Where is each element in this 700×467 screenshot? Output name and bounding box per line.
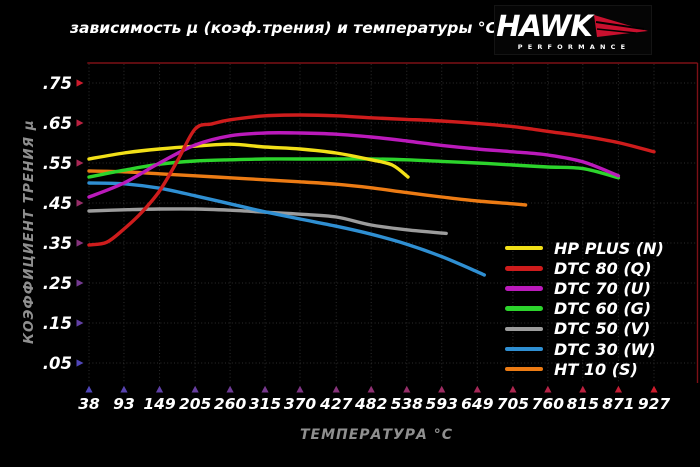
x-tick-label: 427 [319, 395, 353, 413]
x-tick-arrow-icon [226, 385, 234, 393]
y-tick-arrow-icon [76, 159, 84, 167]
x-axis-title: ТЕМПЕРАТУРА °C [299, 427, 453, 443]
legend-item: DTC 30 (W) [505, 339, 664, 359]
x-tick-arrow-icon [614, 385, 623, 393]
x-tick-label: 315 [249, 395, 281, 413]
legend-label: DTC 50 (V) [554, 319, 651, 339]
x-tick-label: 649 [461, 395, 494, 413]
curve-dtc-80-q [87, 113, 656, 247]
x-tick-label: 705 [497, 395, 529, 413]
y-tick-arrow-icon [76, 319, 84, 327]
x-tick-arrow-icon [155, 385, 164, 393]
x-tick-label: 927 [638, 395, 671, 413]
x-tick-arrow-icon [438, 385, 446, 393]
curve-ht-10-s [87, 169, 528, 207]
x-tick-label: 871 [602, 395, 634, 413]
x-tick-arrow-icon [120, 385, 128, 393]
y-tick-label: .55 [43, 154, 72, 173]
legend-swatch [505, 346, 543, 352]
legend-item: DTC 80 (Q) [505, 258, 664, 278]
x-tick-label: 149 [143, 395, 176, 413]
legend-label: DTC 80 (Q) [554, 258, 652, 278]
y-tick-label: .25 [43, 274, 72, 293]
x-tick-arrow-icon [85, 385, 93, 393]
curve-hp-plus-n [87, 142, 410, 179]
legend: HP PLUS (N) DTC 80 (Q) DTC 70 (U) DTC 60 (G… [505, 238, 664, 379]
grid-layer [88, 64, 698, 382]
y-tick-arrow-icon [76, 79, 84, 87]
y-tick-label: .15 [43, 314, 72, 333]
x-tick-arrow-icon [332, 385, 340, 393]
y-tick-label: .75 [43, 74, 72, 93]
x-tick-label: 93 [113, 395, 135, 413]
y-tick-arrow-icon [76, 239, 84, 247]
legend-item: DTC 60 (G) [505, 299, 664, 319]
y-tick-label: .45 [43, 194, 72, 213]
axis-layer: 38 93 149 205 260 315 370 427 482 538 593 649 705 760… [43, 62, 699, 413]
legend-label: HP PLUS (N) [554, 238, 664, 258]
x-tick-arrow-icon [544, 385, 552, 393]
legend-swatch [505, 245, 543, 251]
y-tick-label: .05 [43, 354, 72, 373]
legend-item: DTC 50 (V) [505, 319, 664, 339]
chart-title: зависимость μ (коэф.трения) и температур… [70, 19, 497, 37]
x-tick-label: 760 [532, 395, 565, 413]
y-tick-label: .35 [43, 234, 72, 253]
y-tick-arrow-icon [76, 359, 84, 367]
x-tick-arrow-icon [296, 385, 304, 393]
x-tick-label: 593 [426, 395, 458, 413]
x-tick-arrow-icon [509, 385, 517, 393]
legend-item: HT 10 (S) [505, 359, 664, 379]
legend-label: DTC 30 (W) [554, 339, 656, 359]
legend-item: DTC 70 (U) [505, 278, 664, 298]
y-tick-arrow-icon [76, 119, 84, 127]
x-tick-arrow-icon [367, 385, 375, 393]
y-tick-arrow-icon [76, 279, 84, 287]
x-tick-label: 38 [78, 395, 100, 413]
legend-item: HP PLUS (N) [505, 238, 664, 258]
x-tick-arrow-icon [191, 385, 199, 393]
hawk-logo-row: HAWK [496, 10, 650, 42]
x-tick-arrow-icon [473, 385, 481, 393]
legend-swatch [505, 306, 543, 311]
hawk-logo-subtitle: PERFORMANCE [517, 42, 631, 51]
curve-dtc-30-w [87, 181, 486, 277]
legend-swatch [505, 266, 543, 271]
legend-label: HT 10 (S) [554, 359, 638, 379]
hawk-logo-text: HAWK [496, 8, 593, 43]
y-axis-title: КОЭФФИЦИЕНТ ТРЕНИЯ μ [21, 119, 37, 345]
legend-label: DTC 60 (G) [554, 299, 652, 319]
y-tick-arrow-icon [76, 199, 84, 207]
x-tick-label: 538 [391, 395, 424, 413]
curve-layer [87, 113, 656, 277]
y-tick-label: .65 [43, 114, 72, 133]
x-tick-label: 205 [179, 395, 211, 413]
curve-dtc-70-u [87, 131, 621, 199]
hawk-wing-icon [593, 14, 648, 37]
x-tick-arrow-icon [579, 385, 587, 393]
x-tick-label: 815 [567, 395, 599, 413]
legend-swatch [505, 366, 543, 372]
x-tick-arrow-icon [261, 385, 269, 393]
legend-label: DTC 70 (U) [554, 278, 651, 298]
hawk-logo: HAWK PERFORMANCE [494, 5, 652, 55]
x-tick-label: 370 [284, 395, 317, 413]
legend-swatch [505, 326, 543, 332]
x-tick-label: 482 [354, 395, 387, 413]
x-tick-label: 260 [214, 395, 247, 413]
legend-swatch [505, 286, 543, 291]
x-tick-arrow-icon [403, 385, 411, 393]
x-tick-arrow-icon [650, 385, 658, 393]
